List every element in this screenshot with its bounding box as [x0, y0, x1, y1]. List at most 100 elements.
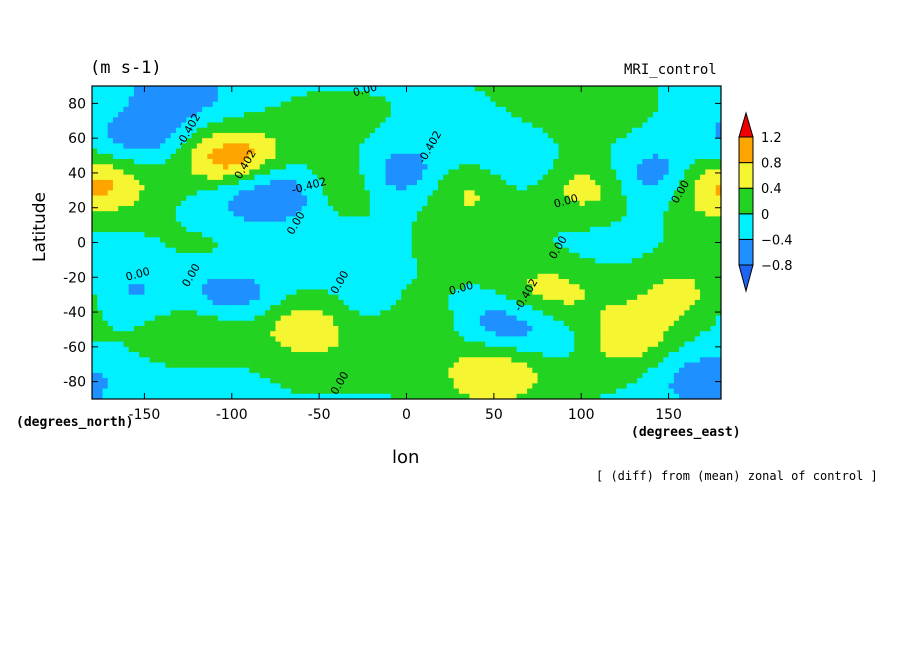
field-cell	[427, 268, 434, 275]
field-cell	[364, 279, 371, 285]
field-cell	[165, 153, 172, 160]
field-cell	[495, 216, 502, 223]
field-cell	[574, 237, 581, 244]
field-cell	[705, 289, 712, 296]
field-cell	[186, 200, 193, 207]
field-cell	[479, 86, 486, 92]
field-cell	[385, 101, 392, 108]
field-cell	[317, 153, 324, 160]
field-cell	[369, 127, 376, 134]
field-cell	[291, 252, 298, 259]
field-cell	[291, 122, 298, 129]
field-cell	[270, 159, 277, 165]
field-cell	[327, 159, 334, 165]
field-cell	[338, 221, 345, 228]
field-cell	[532, 252, 539, 259]
field-cell	[647, 127, 654, 134]
field-cell	[684, 205, 691, 212]
field-cell	[537, 195, 544, 202]
field-cell	[485, 221, 491, 228]
field-cell	[128, 284, 135, 291]
field-cell	[715, 232, 721, 238]
field-cell	[616, 284, 623, 291]
field-cell	[254, 221, 261, 228]
field-cell	[207, 247, 214, 254]
field-cell	[532, 143, 539, 150]
field-cell	[244, 101, 250, 108]
field-cell	[563, 211, 570, 218]
field-cell	[343, 242, 350, 249]
field-cell	[375, 273, 381, 280]
field-cell	[516, 205, 523, 212]
field-cell	[584, 226, 591, 233]
field-cell	[416, 86, 423, 92]
field-cell	[280, 289, 287, 296]
field-cell	[679, 138, 685, 144]
field-cell	[364, 216, 371, 223]
field-cell	[553, 195, 560, 202]
field-cell	[223, 195, 229, 202]
field-cell	[668, 211, 675, 218]
field-cell	[574, 232, 581, 238]
field-cell	[542, 179, 549, 186]
field-cell	[432, 143, 439, 150]
field-cell	[102, 263, 109, 270]
field-cell	[516, 138, 523, 144]
field-cell	[354, 91, 360, 98]
field-cell	[679, 232, 685, 238]
field-cell	[668, 195, 675, 202]
field-cell	[684, 268, 691, 275]
field-cell	[144, 174, 151, 181]
field-cell	[542, 174, 549, 181]
field-cell	[196, 179, 203, 186]
field-cell	[715, 279, 721, 285]
field-cell	[558, 185, 565, 191]
field-cell	[196, 138, 203, 144]
field-cell	[380, 268, 387, 275]
field-cell	[548, 247, 554, 254]
field-cell	[511, 258, 518, 264]
field-cell	[406, 190, 413, 197]
field-cell	[715, 86, 721, 92]
field-cell	[584, 153, 591, 160]
field-cell	[254, 122, 261, 129]
field-cell	[469, 252, 476, 259]
field-cell	[448, 190, 455, 197]
field-cell	[521, 127, 528, 134]
field-cell	[285, 200, 292, 207]
field-cell	[181, 169, 187, 176]
field-cell	[637, 159, 643, 165]
field-cell	[605, 211, 612, 218]
field-cell	[443, 164, 450, 171]
field-cell	[600, 200, 607, 207]
field-cell	[673, 122, 680, 129]
field-cell	[621, 86, 628, 92]
field-cell	[458, 258, 465, 264]
field-cell	[228, 164, 235, 171]
field-cell	[464, 91, 470, 98]
field-cell	[312, 179, 318, 186]
field-cell	[181, 284, 187, 291]
field-cell	[343, 299, 350, 306]
field-cell	[338, 284, 345, 291]
field-cell	[563, 237, 570, 244]
field-cell	[139, 247, 146, 254]
field-cell	[406, 143, 413, 150]
field-cell	[500, 117, 507, 124]
field-cell	[453, 159, 460, 165]
field-cell	[600, 127, 607, 134]
field-cell	[542, 169, 549, 176]
field-cell	[469, 174, 476, 181]
field-cell	[563, 132, 570, 139]
field-cell	[369, 200, 376, 207]
field-cell	[175, 153, 182, 160]
field-cell	[333, 211, 339, 218]
field-cell	[244, 258, 250, 264]
field-cell	[401, 195, 408, 202]
field-cell	[469, 159, 476, 165]
field-cell	[296, 132, 303, 139]
field-cell	[317, 237, 324, 244]
field-cell	[97, 247, 104, 254]
field-cell	[259, 132, 266, 139]
field-cell	[144, 164, 151, 171]
